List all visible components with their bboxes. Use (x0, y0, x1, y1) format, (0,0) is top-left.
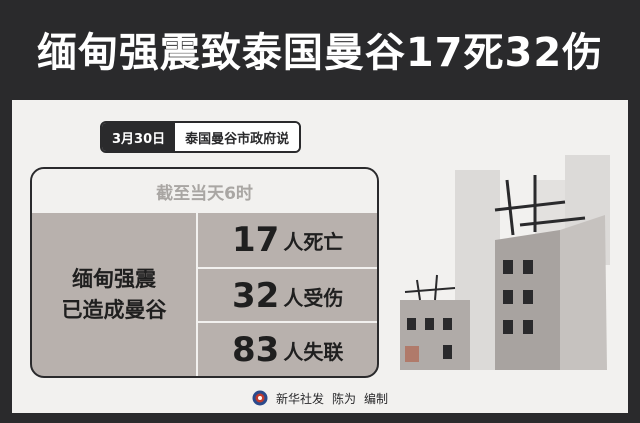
agency-label: 新华社发 (275, 391, 324, 406)
window (443, 318, 452, 330)
main-building-side (560, 215, 607, 370)
window (407, 318, 416, 330)
subject-line-2: 已造成曼谷 (61, 297, 167, 322)
stat-number: 83 (232, 330, 280, 370)
stat-separator (198, 321, 377, 323)
rebar (519, 216, 586, 227)
stat-label: 人受伤 (283, 285, 344, 310)
stat-deaths: 17 人死亡 (198, 213, 377, 267)
card-heading: 截至当天6时 (32, 169, 377, 213)
rebar (404, 287, 456, 293)
window (503, 290, 513, 304)
stat-number: 17 (232, 220, 280, 260)
stat-injured: 32 人受伤 (198, 269, 377, 323)
role-label: 编制 (364, 391, 389, 406)
collapsed-building-illustration (400, 155, 610, 370)
brick-rubble (405, 346, 419, 362)
stat-separator (198, 267, 377, 269)
date-source-tag: 3月30日 泰国曼谷市政府说 (100, 121, 302, 153)
rebar (434, 274, 438, 301)
date-label: 3月30日 (102, 123, 176, 151)
page-title: 缅甸强震致泰国曼谷17死32伤 (36, 30, 604, 76)
credit-footer: 新华社发 陈为 编制 (0, 386, 640, 410)
stat-label: 人死亡 (283, 229, 344, 254)
window (503, 260, 513, 274)
stats-card: 截至当天6时 缅甸强震 已造成曼谷 17 人死亡 32 人受伤 83 人失联 (30, 167, 379, 378)
card-divider (196, 213, 198, 376)
window (523, 260, 533, 274)
stat-number: 32 (232, 276, 280, 316)
window (523, 320, 533, 334)
rebar (494, 200, 566, 212)
card-subject: 缅甸强震 已造成曼谷 (32, 213, 196, 376)
window (503, 320, 513, 334)
stat-label: 人失联 (283, 339, 344, 364)
author-label: 陈为 (331, 391, 356, 406)
xinhua-logo-icon (252, 390, 268, 406)
subject-line-1: 缅甸强震 (72, 266, 156, 291)
window (523, 290, 533, 304)
window (425, 318, 434, 330)
window (443, 345, 452, 359)
stat-missing: 83 人失联 (198, 323, 377, 376)
source-label: 泰国曼谷市政府说 (175, 123, 300, 151)
